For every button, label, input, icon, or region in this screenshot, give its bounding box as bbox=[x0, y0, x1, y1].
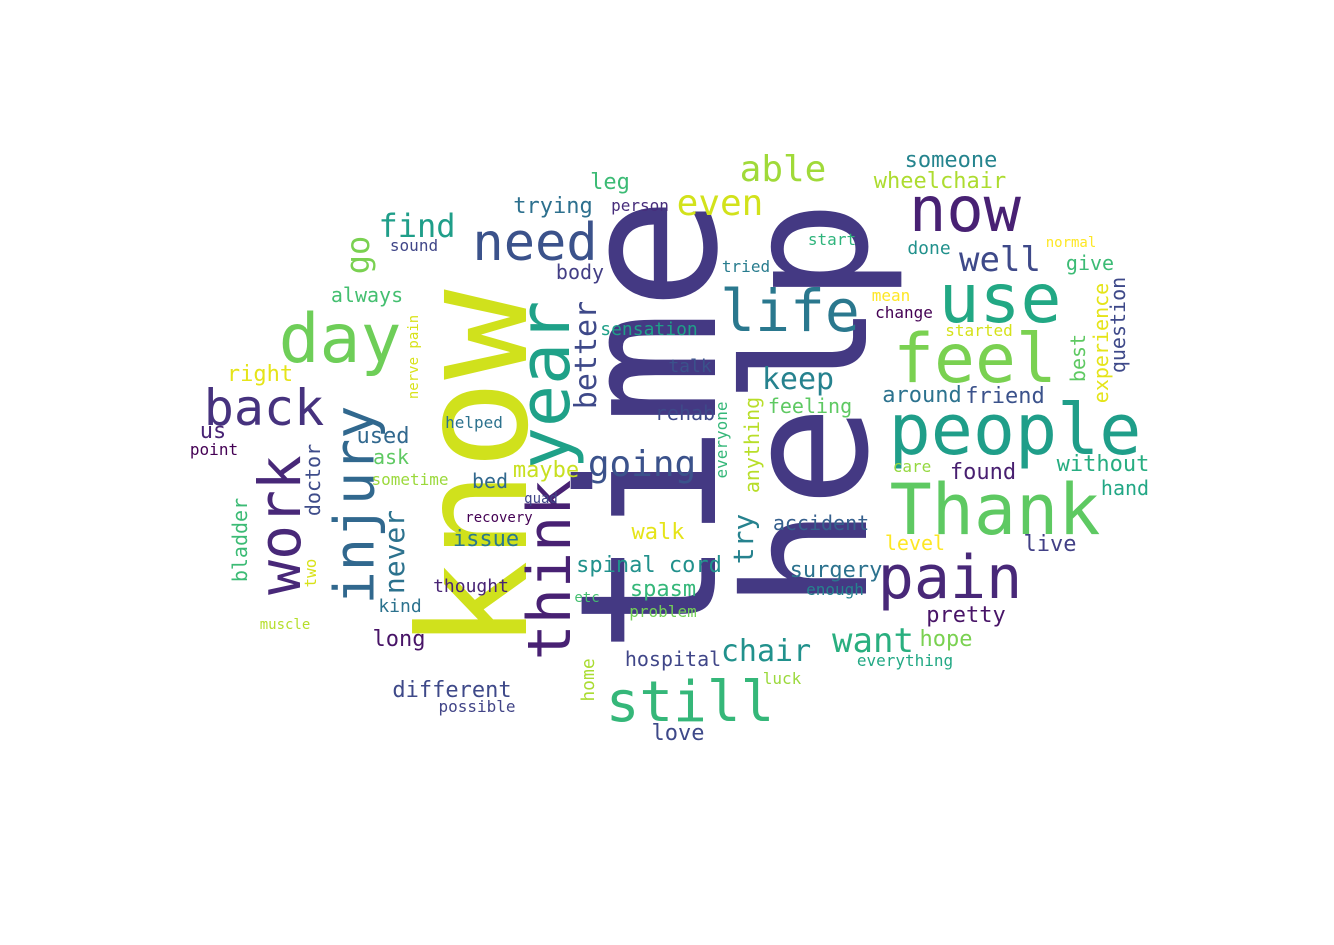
word-sensation: sensation bbox=[600, 319, 698, 340]
word-feel: feel bbox=[893, 320, 1057, 399]
word-keep: keep bbox=[761, 362, 835, 397]
word-different: different bbox=[392, 678, 512, 703]
word-sometime: sometime bbox=[371, 470, 449, 489]
word-around: around bbox=[882, 383, 962, 408]
word-found: found bbox=[949, 460, 1017, 485]
word-helped: helped bbox=[445, 413, 503, 432]
word-doctor: doctor bbox=[301, 443, 325, 517]
word-rehab: rehab bbox=[654, 401, 716, 425]
word-going: going bbox=[587, 444, 697, 485]
word-maybe: maybe bbox=[512, 458, 580, 483]
word-start: start bbox=[807, 230, 857, 249]
word-now: now bbox=[909, 173, 1021, 246]
word-leg: leg bbox=[590, 170, 630, 195]
word-normal: normal bbox=[1045, 235, 1097, 251]
word-surgery: surgery bbox=[789, 558, 883, 583]
word-nerve-pain: nerve pain bbox=[406, 314, 422, 400]
word-people: people bbox=[888, 389, 1142, 471]
word-better: better bbox=[569, 300, 604, 410]
word-hand: hand bbox=[1100, 476, 1150, 500]
word-everyone: everyone bbox=[712, 401, 731, 479]
word-issue: issue bbox=[452, 527, 520, 552]
word-well: well bbox=[959, 240, 1041, 280]
word-two: two bbox=[301, 558, 320, 588]
word-us: us bbox=[199, 419, 227, 444]
word-bladder: bladder bbox=[228, 497, 252, 583]
word-luck: luck bbox=[762, 669, 802, 688]
word-pain: pain bbox=[877, 543, 1023, 613]
word-problem: problem bbox=[629, 602, 697, 621]
word-find: find bbox=[378, 207, 456, 245]
word-able: able bbox=[739, 149, 827, 190]
word-go: go bbox=[339, 235, 377, 275]
word-person: person bbox=[611, 196, 669, 215]
word-walk: walk bbox=[631, 520, 685, 545]
word-right: right bbox=[226, 362, 294, 387]
word-chair: chair bbox=[720, 634, 812, 669]
word-quad: quad bbox=[524, 491, 558, 507]
word-never: never bbox=[378, 509, 411, 595]
word-give: give bbox=[1065, 251, 1115, 275]
word-accident: accident bbox=[772, 511, 870, 535]
word-body: body bbox=[555, 260, 605, 284]
word-love: love bbox=[651, 721, 705, 746]
word-wheelchair: wheelchair bbox=[873, 169, 1007, 194]
word-need: need bbox=[472, 213, 598, 273]
word-always: always bbox=[330, 283, 404, 307]
word-spinal-cord: spinal cord bbox=[576, 553, 722, 578]
word-home: home bbox=[578, 658, 599, 702]
word-still: still bbox=[605, 670, 775, 735]
word-bed: bed bbox=[471, 469, 509, 493]
word-want: want bbox=[832, 621, 914, 661]
word-pretty: pretty bbox=[926, 603, 1006, 628]
word-back: back bbox=[203, 379, 325, 437]
word-long: long bbox=[372, 627, 426, 652]
word-question: question bbox=[1106, 276, 1130, 374]
word-muscle: muscle bbox=[259, 617, 311, 633]
word-someone: someone bbox=[904, 148, 998, 173]
word-best: best bbox=[1066, 333, 1090, 383]
word-started: started bbox=[945, 321, 1013, 340]
word-thank: Thank bbox=[889, 469, 1101, 551]
word-feeling: feeling bbox=[767, 394, 853, 418]
word-trying: trying bbox=[513, 194, 593, 219]
word-sound: sound bbox=[389, 236, 439, 255]
word-recovery: recovery bbox=[465, 510, 533, 526]
word-thought: thought bbox=[433, 576, 509, 597]
word-change: change bbox=[875, 303, 933, 322]
word-care: care bbox=[892, 457, 932, 476]
word-try: try bbox=[727, 513, 760, 565]
word-used: used bbox=[356, 424, 410, 449]
word-spasm: spasm bbox=[629, 577, 697, 602]
word-point: point bbox=[189, 440, 239, 459]
word-use: use bbox=[938, 260, 1062, 339]
word-friend: friend bbox=[965, 384, 1045, 409]
word-etc: etc bbox=[574, 590, 600, 606]
word-life: life bbox=[720, 277, 860, 345]
word-mean: mean bbox=[871, 286, 911, 305]
word-hope: hope bbox=[919, 627, 973, 652]
word-live: live bbox=[1023, 532, 1077, 557]
word-tried: tried bbox=[721, 257, 771, 276]
word-kind: kind bbox=[378, 596, 422, 617]
word-anything: anything bbox=[740, 396, 764, 494]
word-possible: possible bbox=[438, 697, 516, 716]
word-enough: enough bbox=[806, 580, 864, 599]
word-talk: talk bbox=[668, 356, 712, 377]
word-ask: ask bbox=[372, 445, 410, 469]
word-hospital: hospital bbox=[624, 647, 722, 671]
word-even: even bbox=[676, 183, 764, 224]
word-without: without bbox=[1056, 452, 1150, 477]
word-day: day bbox=[278, 300, 402, 379]
word-everything: everything bbox=[856, 651, 954, 670]
word-level: level bbox=[884, 531, 946, 555]
word-done: done bbox=[907, 238, 951, 259]
